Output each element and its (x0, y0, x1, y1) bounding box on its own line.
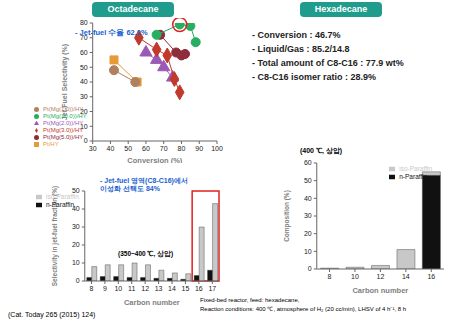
svg-text:70: 70 (160, 145, 168, 152)
svg-text:40: 40 (72, 205, 80, 212)
svg-text:30: 30 (89, 145, 97, 152)
svg-text:0: 0 (84, 137, 88, 144)
svg-text:12: 12 (376, 273, 384, 280)
svg-text:80: 80 (178, 145, 186, 152)
svg-text:Composition (%): Composition (%) (283, 190, 291, 242)
svg-text:0: 0 (308, 265, 312, 272)
svg-text:60: 60 (80, 49, 88, 56)
svg-text:50: 50 (124, 145, 132, 152)
svg-text:60: 60 (142, 145, 150, 152)
svg-text:Carbon number: Carbon number (124, 298, 180, 305)
svg-text:13: 13 (155, 285, 163, 292)
svg-text:15: 15 (182, 285, 190, 292)
svg-text:60: 60 (304, 159, 312, 166)
svg-text:10: 10 (72, 259, 80, 266)
svg-text:30: 30 (80, 93, 88, 100)
svg-text:Jet-Fuel Selectivity (%): Jet-Fuel Selectivity (%) (61, 44, 69, 120)
svg-text:16: 16 (195, 285, 203, 292)
svg-text:0: 0 (76, 277, 80, 284)
svg-text:9: 9 (103, 285, 107, 292)
svg-text:8: 8 (328, 273, 332, 280)
svg-text:14: 14 (168, 285, 176, 292)
svg-text:11: 11 (128, 285, 135, 292)
svg-text:40: 40 (107, 145, 115, 152)
svg-text:80: 80 (80, 19, 88, 26)
svg-text:50: 50 (72, 187, 80, 194)
svg-text:40: 40 (304, 195, 312, 202)
svg-text:10: 10 (304, 248, 312, 255)
svg-text:12: 12 (141, 285, 149, 292)
svg-text:40: 40 (80, 78, 88, 85)
svg-text:20: 20 (304, 230, 312, 237)
svg-text:10: 10 (80, 123, 88, 130)
svg-text:8: 8 (90, 285, 94, 292)
svg-text:90: 90 (195, 145, 203, 152)
svg-text:10: 10 (351, 273, 359, 280)
svg-text:17: 17 (208, 285, 216, 292)
svg-text:50: 50 (304, 177, 312, 184)
svg-text:Selectivity in jet-fuel fracti: Selectivity in jet-fuel fraction (%) (51, 186, 59, 286)
svg-text:10: 10 (114, 285, 122, 292)
svg-text:100: 100 (211, 145, 223, 152)
svg-text:30: 30 (72, 223, 80, 230)
svg-text:Carbon number: Carbon number (352, 286, 408, 293)
svg-text:20: 20 (80, 108, 88, 115)
svg-text:16: 16 (427, 273, 435, 280)
svg-text:14: 14 (402, 273, 410, 280)
svg-text:Conversion (%): Conversion (%) (127, 156, 183, 163)
svg-text:20: 20 (72, 241, 80, 248)
svg-text:30: 30 (304, 212, 312, 219)
svg-text:50: 50 (80, 64, 88, 71)
